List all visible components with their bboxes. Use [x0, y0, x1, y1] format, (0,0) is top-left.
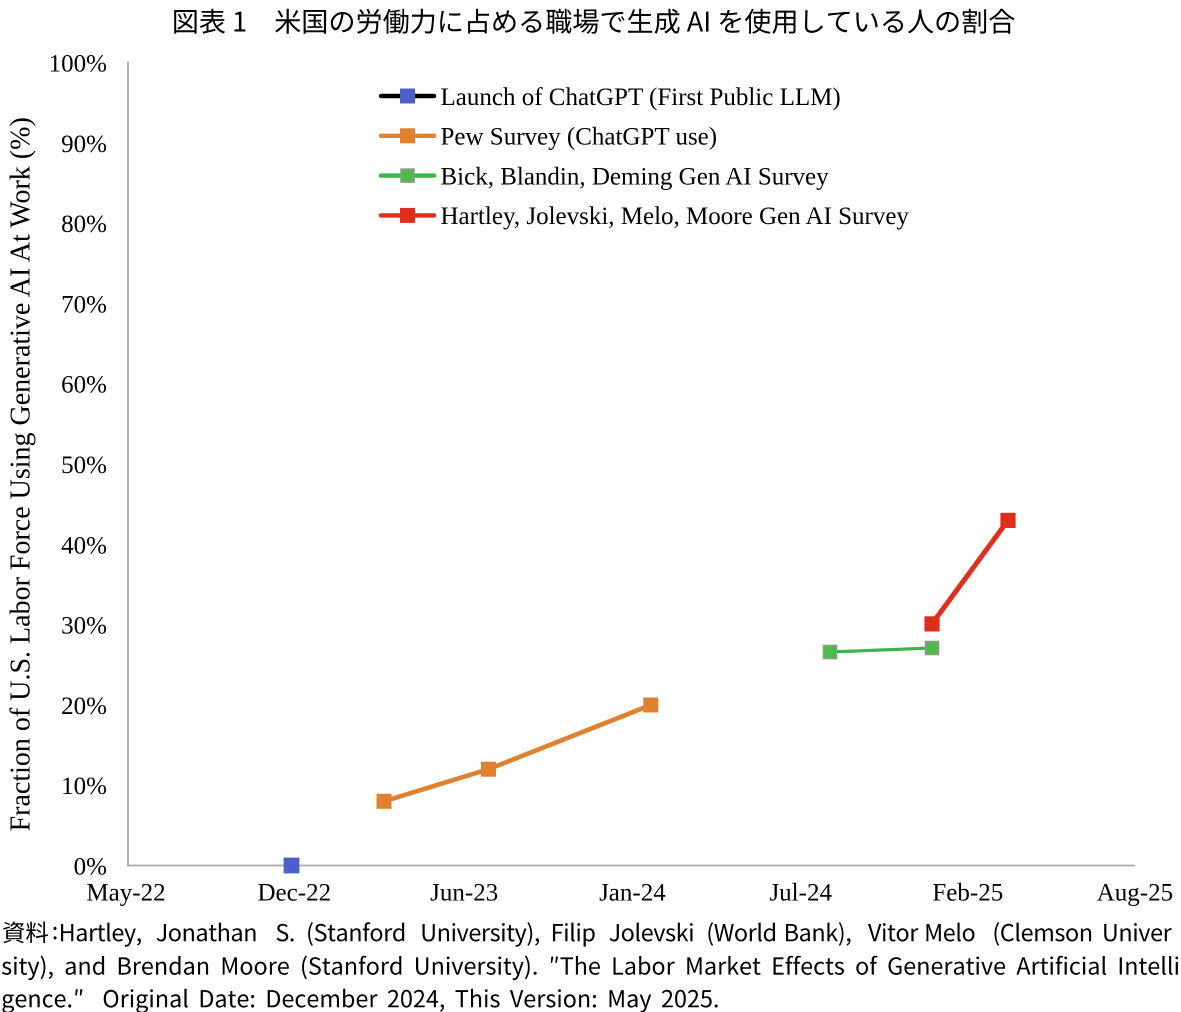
svg-text:30%: 30%	[61, 613, 107, 640]
svg-text:10%: 10%	[61, 773, 107, 800]
svg-text:70%: 70%	[61, 292, 107, 319]
svg-text:Pew Survey (ChatGPT use): Pew Survey (ChatGPT use)	[441, 124, 718, 151]
svg-text:Fraction of U.S. Labor Force U: Fraction of U.S. Labor Force Using Gener…	[5, 117, 36, 831]
svg-text:Jul-24: Jul-24	[769, 880, 832, 907]
svg-text:May-22: May-22	[86, 880, 165, 907]
svg-text:Bick, Blandin, Deming Gen AI S: Bick, Blandin, Deming Gen AI Survey	[441, 163, 830, 190]
svg-text:60%: 60%	[61, 372, 107, 399]
svg-text:20%: 20%	[61, 693, 107, 720]
svg-text:100%: 100%	[49, 51, 107, 78]
svg-text:40%: 40%	[61, 532, 107, 559]
svg-text:80%: 80%	[61, 211, 107, 238]
svg-text:0%: 0%	[74, 853, 107, 880]
svg-text:Launch of ChatGPT (First Publi: Launch of ChatGPT (First Public LLM)	[441, 84, 841, 111]
svg-text:Hartley, Jolevski, Melo, Moore: Hartley, Jolevski, Melo, Moore Gen AI Su…	[441, 203, 910, 230]
svg-text:90%: 90%	[61, 131, 107, 158]
svg-text:50%: 50%	[61, 452, 107, 479]
svg-text:Aug-25: Aug-25	[1097, 880, 1173, 907]
svg-text:Jun-23: Jun-23	[430, 880, 498, 907]
svg-text:Jan-24: Jan-24	[599, 880, 666, 907]
svg-text:Dec-22: Dec-22	[258, 880, 332, 907]
svg-text:Feb-25: Feb-25	[932, 880, 1003, 907]
